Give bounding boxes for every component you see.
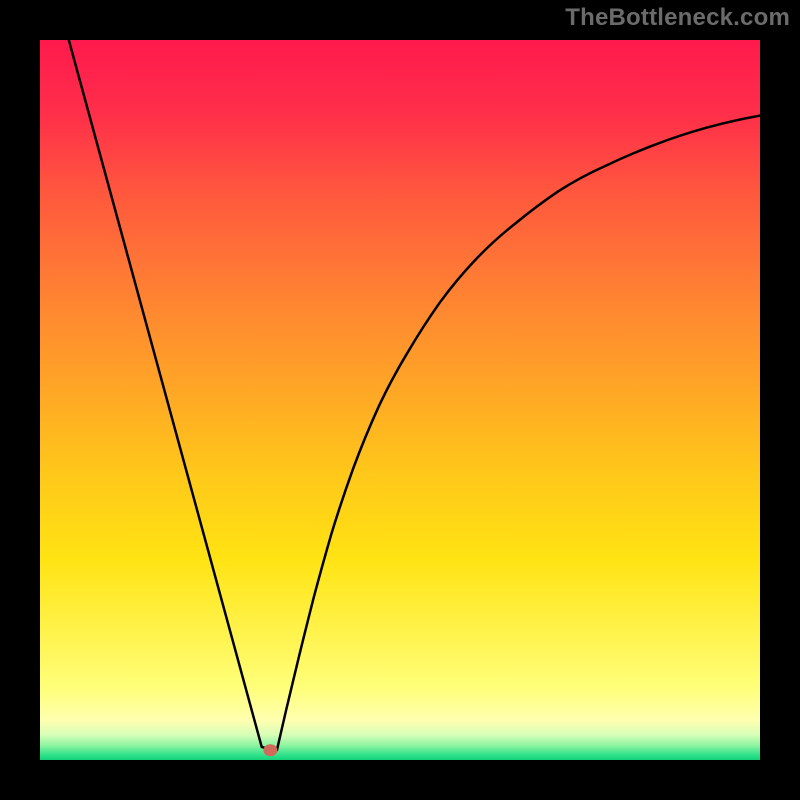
gradient-background (40, 40, 760, 760)
chart-svg (40, 40, 760, 760)
watermark-text: TheBottleneck.com (565, 4, 790, 32)
chart-container: TheBottleneck.com (0, 0, 800, 800)
plot-area (40, 40, 760, 760)
minimum-marker (263, 744, 277, 756)
